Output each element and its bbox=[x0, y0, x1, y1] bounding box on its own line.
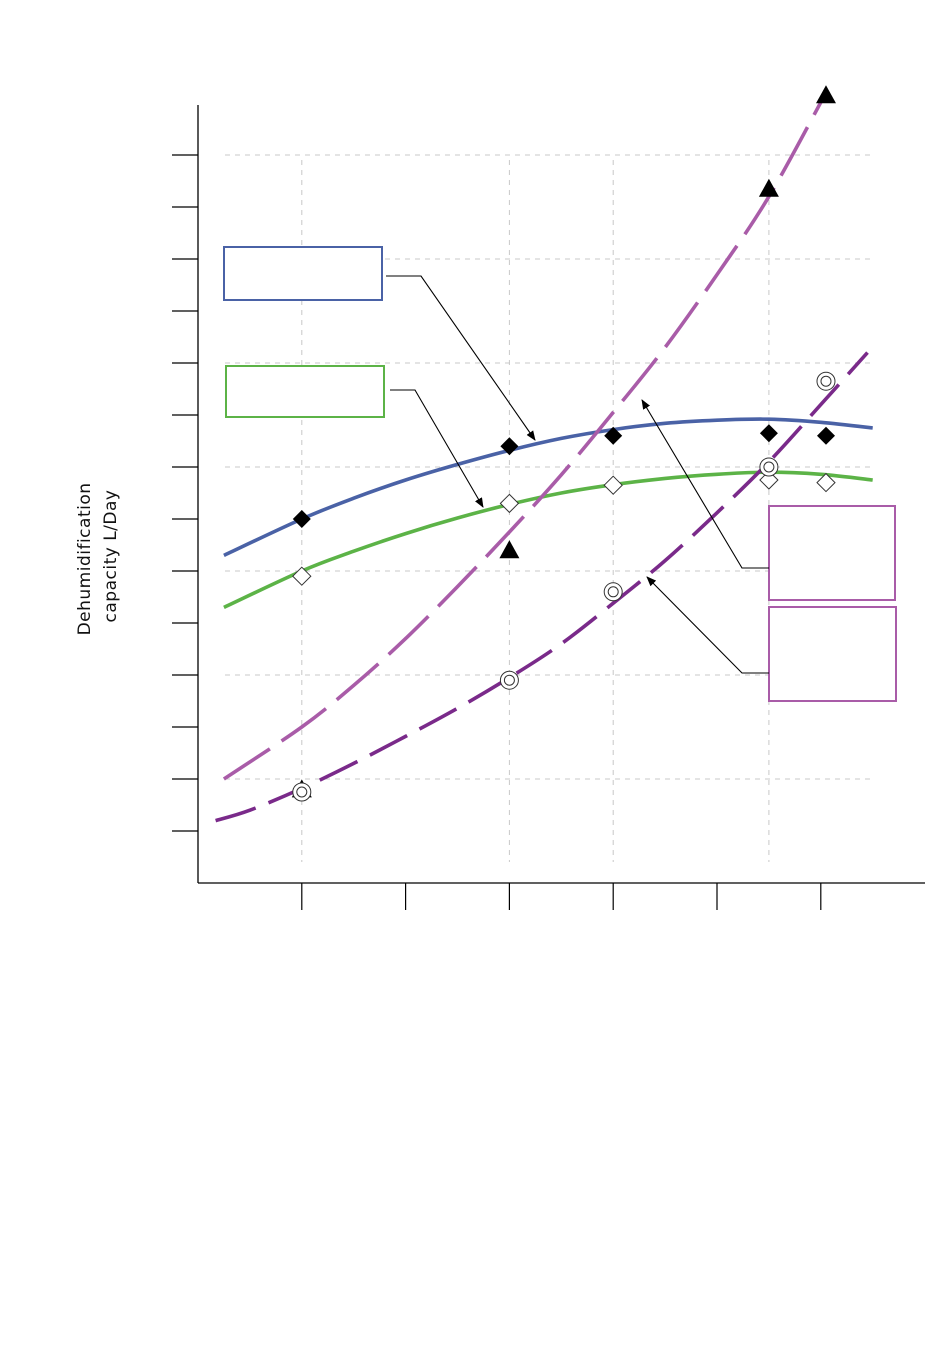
series_b-point-2 bbox=[499, 493, 520, 514]
series_a-point-3 bbox=[604, 426, 623, 445]
series_a-label-box bbox=[223, 246, 383, 301]
series_d-point-4-outer bbox=[759, 457, 779, 477]
series_d-point-5-inner bbox=[820, 375, 832, 387]
y-axis-label-line-1: Dehumidification bbox=[75, 482, 95, 635]
series_d-point-4-inner bbox=[763, 461, 775, 473]
series-curves bbox=[215, 91, 873, 823]
series_c-point-4 bbox=[815, 85, 836, 104]
series_d-point-2-inner bbox=[503, 674, 515, 686]
series_d-point-5-outer bbox=[816, 371, 836, 391]
series_b-point-1 bbox=[292, 566, 312, 586]
annotations bbox=[223, 246, 897, 702]
data-markers bbox=[291, 85, 836, 802]
series_d-point-1-inner bbox=[296, 786, 308, 798]
series_d-leader-arrow bbox=[646, 576, 769, 674]
series_d-point-5 bbox=[816, 371, 836, 391]
series_d-point-1-outer bbox=[292, 782, 312, 802]
series_b-leader-arrow bbox=[390, 389, 484, 508]
series_a-leader-arrow bbox=[386, 275, 536, 441]
series_d-point-1 bbox=[292, 782, 312, 802]
series_d-point-3-outer bbox=[603, 582, 623, 602]
series_a-point-5 bbox=[816, 426, 835, 445]
series_b-point-3 bbox=[603, 475, 623, 495]
y-axis-label-line-2: capacity L/Day bbox=[101, 490, 121, 623]
series_a-point-2 bbox=[500, 437, 519, 456]
axes bbox=[172, 105, 925, 910]
series_d-point-2-outer bbox=[499, 670, 519, 690]
series_a-curve bbox=[223, 417, 873, 558]
series_c-label-box bbox=[768, 505, 896, 601]
series_c-curve bbox=[222, 91, 828, 781]
series_d-point-4 bbox=[759, 457, 779, 477]
series_a-point-1 bbox=[292, 510, 311, 528]
series_a-point-4 bbox=[759, 424, 778, 443]
series_b-point-5 bbox=[816, 472, 836, 493]
series_d-point-3 bbox=[603, 582, 623, 602]
series_d-point-3-inner bbox=[607, 586, 619, 598]
series_c-leader-arrow bbox=[641, 399, 769, 569]
series_b-label-box bbox=[225, 365, 385, 418]
series_d-label-box bbox=[768, 606, 897, 702]
series_b-point-4 bbox=[759, 470, 779, 490]
series_d-point-2 bbox=[499, 670, 519, 690]
y-axis-label: Dehumidification capacity L/Day bbox=[75, 477, 121, 636]
series_c-point-2 bbox=[499, 540, 520, 559]
series_c-point-3 bbox=[758, 178, 779, 197]
